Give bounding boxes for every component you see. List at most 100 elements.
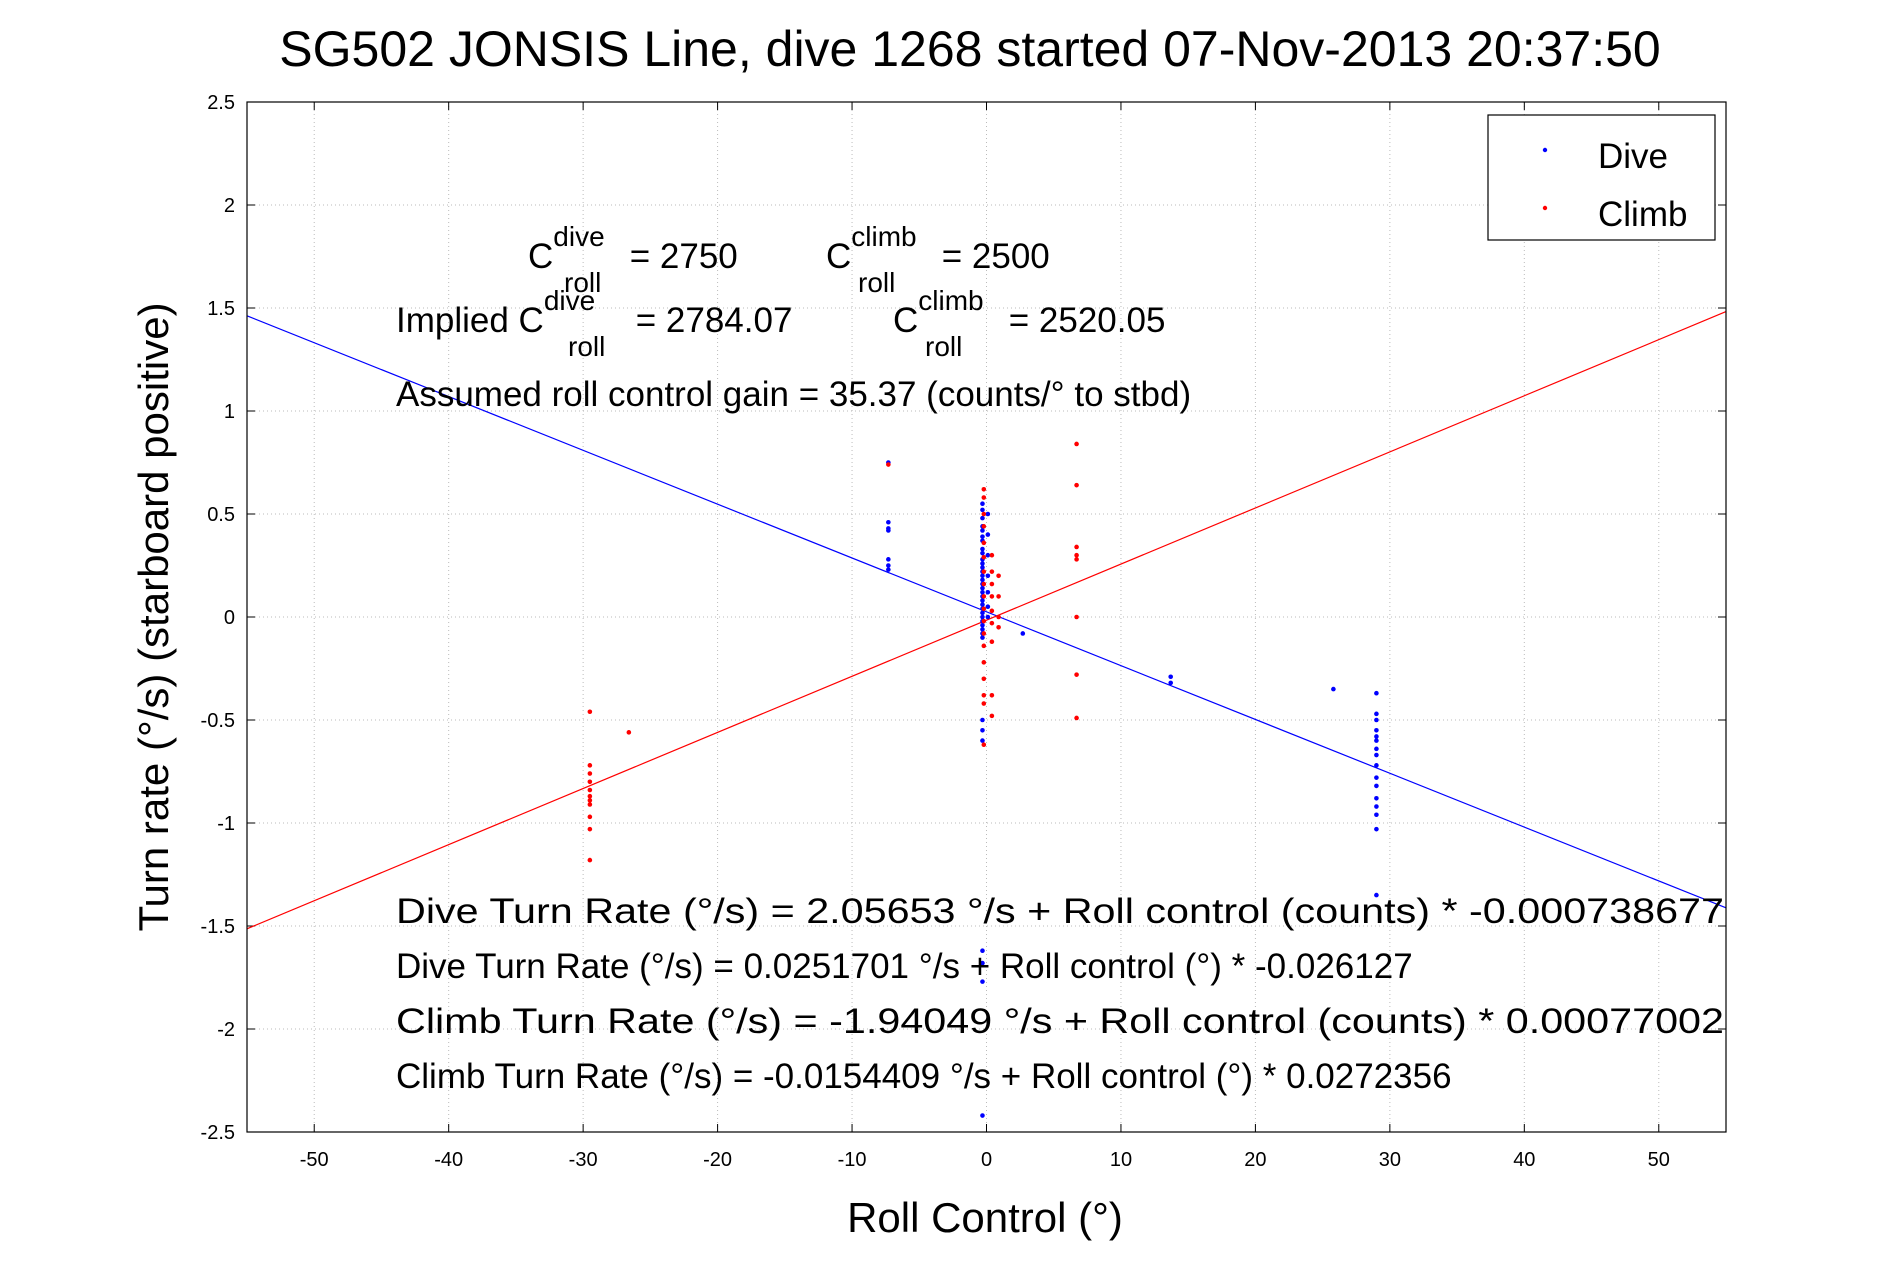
- y-tick-label: -2: [217, 1019, 235, 1041]
- c-roll-climb: Cclimb roll = 2500: [826, 221, 1050, 298]
- data-point: [1168, 674, 1174, 680]
- data-point: [996, 573, 1001, 579]
- x-tick-label: 10: [1110, 1149, 1132, 1171]
- x-tick-label: 20: [1244, 1149, 1266, 1171]
- data-point: [1374, 826, 1379, 832]
- data-point: [981, 676, 987, 682]
- data-point: [981, 495, 987, 500]
- data-point: [1374, 746, 1379, 752]
- x-tick-label: -50: [300, 1149, 329, 1171]
- data-point: [980, 635, 985, 640]
- chart-title: SG502 JONSIS Line, dive 1268 started 07-…: [279, 21, 1660, 77]
- data-point: [980, 1113, 985, 1118]
- data-point: [886, 519, 891, 525]
- x-tick-label: -30: [569, 1149, 598, 1171]
- data-point: [587, 798, 593, 803]
- data-point: [980, 546, 985, 552]
- legend: Dive Climb: [1487, 114, 1716, 241]
- data-point: [980, 960, 985, 966]
- data-point: [1074, 441, 1079, 447]
- roll-gain-note: Assumed roll control gain = 35.37 (count…: [396, 375, 1191, 414]
- data-point: [981, 540, 987, 546]
- c-roll-dive: Cdive roll = 2750: [528, 221, 738, 298]
- data-point: [1374, 728, 1379, 733]
- legend-dive-marker: [1542, 147, 1548, 153]
- data-point: [1374, 795, 1379, 801]
- data-point: [587, 793, 593, 799]
- x-tick-label: 40: [1513, 1149, 1535, 1171]
- data-point: [626, 730, 632, 735]
- data-point: [980, 565, 985, 570]
- data-point: [985, 511, 991, 517]
- annotations: Cdive roll = 2750 Cclimb roll = 2500 Impli…: [396, 221, 1724, 1096]
- data-point: [1374, 892, 1379, 898]
- data-point: [981, 692, 987, 698]
- data-point: [980, 738, 985, 743]
- data-point: [587, 857, 593, 863]
- data-point: [981, 618, 987, 624]
- data-point: [981, 569, 987, 574]
- data-point: [996, 594, 1001, 599]
- data-point: [980, 577, 985, 583]
- data-point: [587, 779, 593, 785]
- legend-box: [1487, 114, 1716, 241]
- data-point: [587, 802, 593, 807]
- data-point: [1074, 614, 1079, 620]
- data-point: [980, 515, 985, 521]
- data-point: [980, 717, 985, 723]
- data-point: [996, 625, 1001, 630]
- data-point: [980, 728, 985, 733]
- data-point: [1074, 715, 1079, 721]
- data-point: [989, 594, 995, 599]
- data-point: [985, 532, 991, 537]
- data-point: [980, 627, 985, 632]
- data-point: [587, 787, 593, 793]
- data-point: [1374, 734, 1379, 739]
- data-point: [980, 948, 985, 954]
- data-point: [981, 486, 987, 492]
- data-point: [981, 554, 987, 560]
- data-point: [886, 462, 891, 467]
- x-tick-label: -10: [838, 1149, 867, 1171]
- data-point: [981, 742, 987, 748]
- data-point: [980, 507, 985, 513]
- data-point: [1374, 783, 1379, 789]
- data-point: [1331, 686, 1336, 692]
- y-tick-label: -1: [217, 813, 235, 835]
- x-tick-label: -40: [434, 1149, 463, 1171]
- data-point: [587, 826, 593, 832]
- y-tick-label: 2.5: [207, 92, 235, 114]
- data-point: [886, 557, 891, 562]
- fit-line: [246, 311, 1727, 930]
- data-point: [989, 608, 995, 614]
- data-point: [981, 701, 987, 706]
- data-point: [1074, 557, 1079, 562]
- data-point: [989, 639, 995, 645]
- data-point: [1374, 763, 1379, 768]
- data-point: [980, 598, 985, 603]
- data-point: [980, 573, 985, 579]
- data-point: [989, 552, 995, 558]
- y-tick-label: -2.5: [201, 1122, 235, 1144]
- equation-climb-counts: Climb Turn Rate (°/s) = -1.94049 °/s + R…: [396, 1002, 1724, 1041]
- data-point: [980, 622, 985, 628]
- x-tick-label: 50: [1648, 1149, 1670, 1171]
- data-point: [981, 643, 987, 649]
- x-axis-label: Roll Control (°): [847, 1194, 1123, 1241]
- data-point: [1374, 752, 1379, 758]
- data-point: [981, 606, 987, 612]
- data-point: [980, 550, 985, 556]
- data-points: [587, 441, 1379, 1118]
- data-point: [980, 602, 985, 607]
- data-point: [1074, 672, 1079, 677]
- data-point: [1374, 812, 1379, 818]
- data-point: [886, 563, 891, 568]
- data-point: [981, 524, 987, 529]
- legend-climb-label: Climb: [1598, 195, 1687, 234]
- data-point: [886, 567, 891, 572]
- data-point: [980, 534, 985, 539]
- legend-climb-marker: [1542, 205, 1548, 211]
- data-point: [985, 552, 991, 558]
- y-tick-label: 1.5: [207, 298, 235, 320]
